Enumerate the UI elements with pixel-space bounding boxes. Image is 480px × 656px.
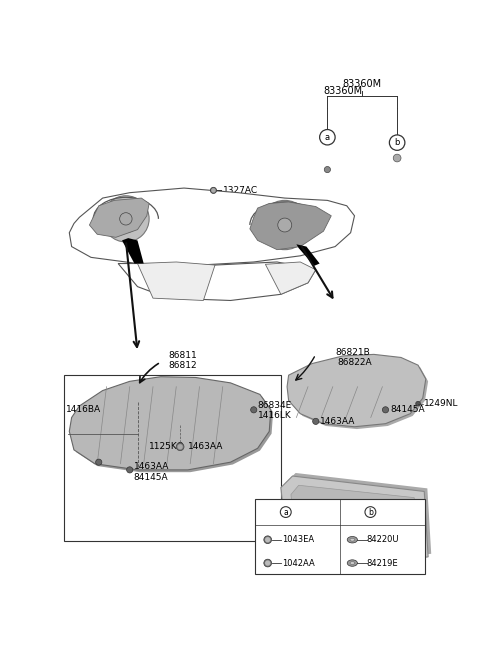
Polygon shape <box>89 198 149 237</box>
Text: 86834E: 86834E <box>258 401 292 411</box>
Text: a: a <box>283 508 288 516</box>
Circle shape <box>383 407 389 413</box>
Polygon shape <box>122 238 144 264</box>
Text: 83360M: 83360M <box>343 79 382 89</box>
Text: 86822A: 86822A <box>337 358 372 367</box>
Polygon shape <box>287 354 426 427</box>
Circle shape <box>176 443 184 451</box>
Text: 84220U: 84220U <box>366 535 399 544</box>
Circle shape <box>365 506 376 518</box>
Text: 86821B: 86821B <box>335 348 370 357</box>
Text: 1463AA: 1463AA <box>133 462 169 470</box>
Text: 84145A: 84145A <box>390 405 425 415</box>
Ellipse shape <box>347 537 358 543</box>
Circle shape <box>278 218 292 232</box>
Polygon shape <box>265 262 316 295</box>
Circle shape <box>320 129 335 145</box>
Text: b: b <box>368 508 373 516</box>
Text: 84219E: 84219E <box>366 558 398 567</box>
Circle shape <box>264 536 272 544</box>
Circle shape <box>416 401 420 406</box>
Bar <box>64 375 281 541</box>
Circle shape <box>251 407 257 413</box>
Text: a: a <box>325 133 330 142</box>
Polygon shape <box>69 377 271 470</box>
Circle shape <box>312 419 319 424</box>
Ellipse shape <box>347 560 358 566</box>
Text: 1043EA: 1043EA <box>282 535 314 544</box>
Circle shape <box>120 213 132 225</box>
Text: 1249NL: 1249NL <box>424 399 459 408</box>
Text: 84145A: 84145A <box>133 473 168 482</box>
Circle shape <box>212 189 215 192</box>
Text: 1125KQ: 1125KQ <box>149 442 185 451</box>
Ellipse shape <box>350 562 355 564</box>
Polygon shape <box>250 202 331 250</box>
Polygon shape <box>69 188 355 265</box>
Circle shape <box>260 200 310 250</box>
Circle shape <box>266 561 270 565</box>
Polygon shape <box>291 485 418 559</box>
Circle shape <box>269 210 300 240</box>
Text: 83360M: 83360M <box>324 87 362 96</box>
Circle shape <box>178 445 182 449</box>
Circle shape <box>264 559 272 567</box>
Polygon shape <box>296 244 320 266</box>
Text: 1416LK: 1416LK <box>258 411 291 420</box>
Text: 1463AA: 1463AA <box>321 417 356 426</box>
Text: 1463AA: 1463AA <box>188 442 223 451</box>
Ellipse shape <box>350 539 355 541</box>
Text: 1042AA: 1042AA <box>282 558 314 567</box>
Text: 1416BA: 1416BA <box>66 405 101 415</box>
Circle shape <box>127 467 133 473</box>
Text: 86811: 86811 <box>168 352 197 360</box>
Circle shape <box>324 167 330 173</box>
Circle shape <box>96 459 102 465</box>
Text: 86812: 86812 <box>168 361 197 371</box>
Polygon shape <box>289 357 428 429</box>
Polygon shape <box>72 379 273 472</box>
Polygon shape <box>118 262 316 300</box>
Text: b: b <box>395 138 400 147</box>
Circle shape <box>210 188 216 194</box>
Circle shape <box>266 538 270 542</box>
Text: 1327AC: 1327AC <box>223 186 258 195</box>
Circle shape <box>393 154 401 162</box>
Polygon shape <box>281 476 428 569</box>
Bar <box>255 499 424 574</box>
Polygon shape <box>137 262 215 300</box>
Circle shape <box>103 195 149 242</box>
Circle shape <box>112 205 140 233</box>
Polygon shape <box>284 473 431 565</box>
Circle shape <box>389 135 405 150</box>
Circle shape <box>280 506 291 518</box>
